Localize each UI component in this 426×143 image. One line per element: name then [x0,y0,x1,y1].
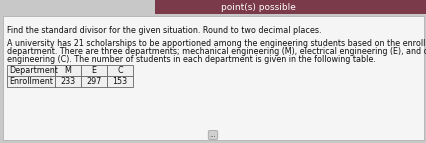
Text: Find the standard divisor for the given situation. Round to two decimal places.: Find the standard divisor for the given … [7,26,321,35]
Bar [81,65,107,76]
Bar [155,0,426,14]
Bar [3,16,423,140]
Text: E: E [91,66,96,75]
Text: C: C [117,66,123,75]
Text: department. There are three departments; mechanical engineering (M), electrical : department. There are three departments;… [7,47,426,56]
Bar [81,76,107,87]
Text: A university has 21 scholarships to be apportioned among the engineering student: A university has 21 scholarships to be a… [7,39,426,48]
Bar [7,76,55,87]
Bar [7,65,55,76]
Text: engineering (C). The number of students in each department is given in the follo: engineering (C). The number of students … [7,55,375,64]
Text: M: M [64,66,71,75]
Text: ...: ... [209,132,216,138]
Text: 233: 233 [60,77,75,86]
Text: 297: 297 [86,77,101,86]
Bar [55,65,81,76]
Text: Enrollment: Enrollment [9,77,53,86]
Bar [55,76,81,87]
Text: Department: Department [9,66,58,75]
Bar [107,76,132,87]
Bar [107,65,132,76]
Text: point(s) possible: point(s) possible [220,2,295,11]
Text: 153: 153 [112,77,127,86]
